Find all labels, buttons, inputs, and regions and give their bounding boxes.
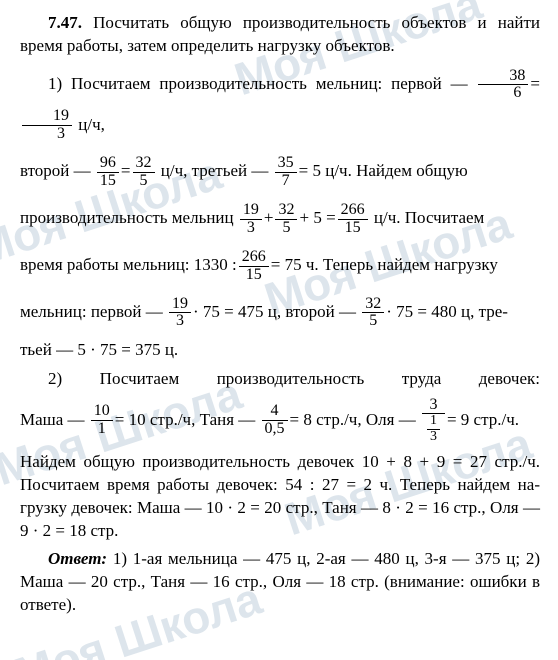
part1-loads: мельниц: первой — 193· 75 = 475 ц, второ… bbox=[20, 292, 540, 333]
part1-load3: тьей — 5 · 75 = 375 ц. bbox=[20, 339, 540, 362]
part2-total-time-load: Найдем общую производительность девочек … bbox=[20, 451, 540, 543]
mill3-frac: 357 bbox=[275, 155, 297, 190]
answer-label: Ответ: bbox=[48, 549, 107, 568]
part2-intro: 2) Посчитаем производительность труда де… bbox=[20, 368, 540, 391]
mill1-frac: 386 bbox=[478, 68, 528, 103]
mill2-frac: 9615 bbox=[97, 155, 119, 190]
part1-line1: 1) Посчитаем производительность мельниц:… bbox=[20, 64, 540, 146]
part2-girls: Маша — 101= 10 стр./ч, Таня — 40,5= 8 ст… bbox=[20, 397, 540, 445]
part1-label: 1) bbox=[48, 74, 62, 93]
solution-content: 7.47. Посчитать общую производительность… bbox=[0, 0, 558, 637]
part1-line2: второй — 9615=325 ц/ч, третьей — 357= 5 … bbox=[20, 151, 540, 192]
problem-text: Посчитать общую производительность объек… bbox=[20, 13, 540, 55]
mill1-frac-eq: 193 bbox=[22, 108, 72, 143]
part1-time: время работы мельниц: 1330 :26615= 75 ч.… bbox=[20, 245, 540, 286]
part1-total: производительность мельниц 193+325+ 5 =2… bbox=[20, 198, 540, 239]
answer: Ответ: 1) 1-ая мельница — 475 ц, 2-ая — … bbox=[20, 548, 540, 617]
mill2-frac-eq: 325 bbox=[133, 155, 155, 190]
problem-statement: 7.47. Посчитать общую производительность… bbox=[20, 12, 540, 58]
problem-number: 7.47. bbox=[48, 13, 82, 32]
part1-intro: Посчитаем производительность мельниц: пе… bbox=[71, 74, 468, 93]
